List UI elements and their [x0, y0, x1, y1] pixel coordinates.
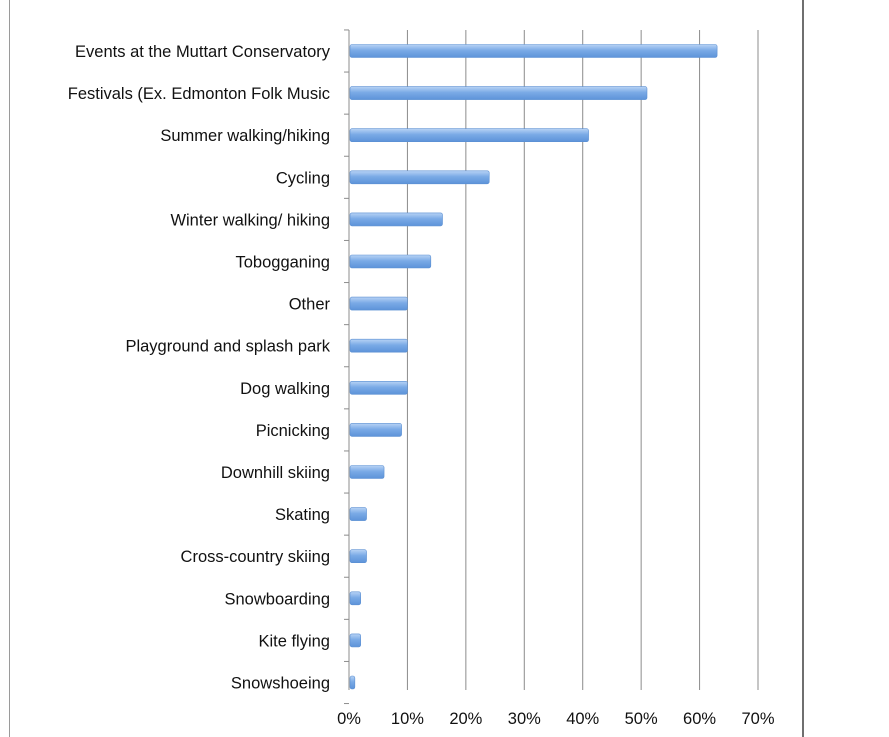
- bar: [349, 549, 367, 564]
- bar: [349, 465, 385, 479]
- category-label: Picnicking: [256, 422, 330, 440]
- category-label: Snowshoeing: [231, 675, 330, 693]
- bar: [349, 44, 718, 58]
- category-label: Cycling: [276, 169, 330, 187]
- x-tick-label: 0%: [337, 710, 361, 728]
- x-tick-label: 50%: [625, 710, 658, 728]
- x-tick-label: 70%: [741, 710, 774, 728]
- bar: [349, 591, 361, 606]
- category-label: Events at the Muttart Conservatory: [75, 43, 331, 61]
- chart-frame: [9, 0, 804, 737]
- category-label: Dog walking: [240, 380, 330, 398]
- bar: [349, 380, 408, 395]
- category-label: Festivals (Ex. Edmonton Folk Music: [68, 85, 330, 103]
- x-tick-label: 30%: [508, 710, 541, 728]
- category-label: Downhill skiing: [221, 464, 330, 482]
- bar-layer: [349, 44, 718, 690]
- bar: [349, 507, 367, 521]
- category-label: Snowboarding: [225, 590, 331, 608]
- category-label: Tobogganing: [235, 254, 330, 272]
- category-label: Other: [289, 296, 331, 314]
- bar: [349, 254, 432, 269]
- bar: [349, 423, 402, 437]
- bar: [349, 296, 408, 311]
- category-label: Playground and splash park: [125, 338, 330, 356]
- label-layer: 0% 10% 20% 30% 40% 50% 60% 70% Events at the Mut…: [68, 43, 775, 728]
- category-label: Skating: [275, 506, 330, 524]
- bar: [349, 212, 443, 227]
- grid-layer: [406, 30, 759, 690]
- bar: [349, 633, 361, 648]
- bar: [349, 338, 408, 353]
- bar: [349, 86, 648, 100]
- x-tick-label: 20%: [449, 710, 482, 728]
- x-tick-label: 60%: [683, 710, 716, 728]
- x-tick-label: 40%: [566, 710, 599, 728]
- category-label: Kite flying: [258, 632, 330, 650]
- category-label: Cross-country skiing: [181, 548, 330, 566]
- bar: [349, 170, 490, 185]
- bar: [349, 128, 589, 142]
- category-label: Summer walking/hiking: [160, 127, 330, 145]
- category-label: Winter walking/ hiking: [170, 211, 330, 229]
- x-tick-label: 10%: [391, 710, 424, 728]
- bar: [349, 675, 356, 690]
- axis-layer: [344, 29, 350, 705]
